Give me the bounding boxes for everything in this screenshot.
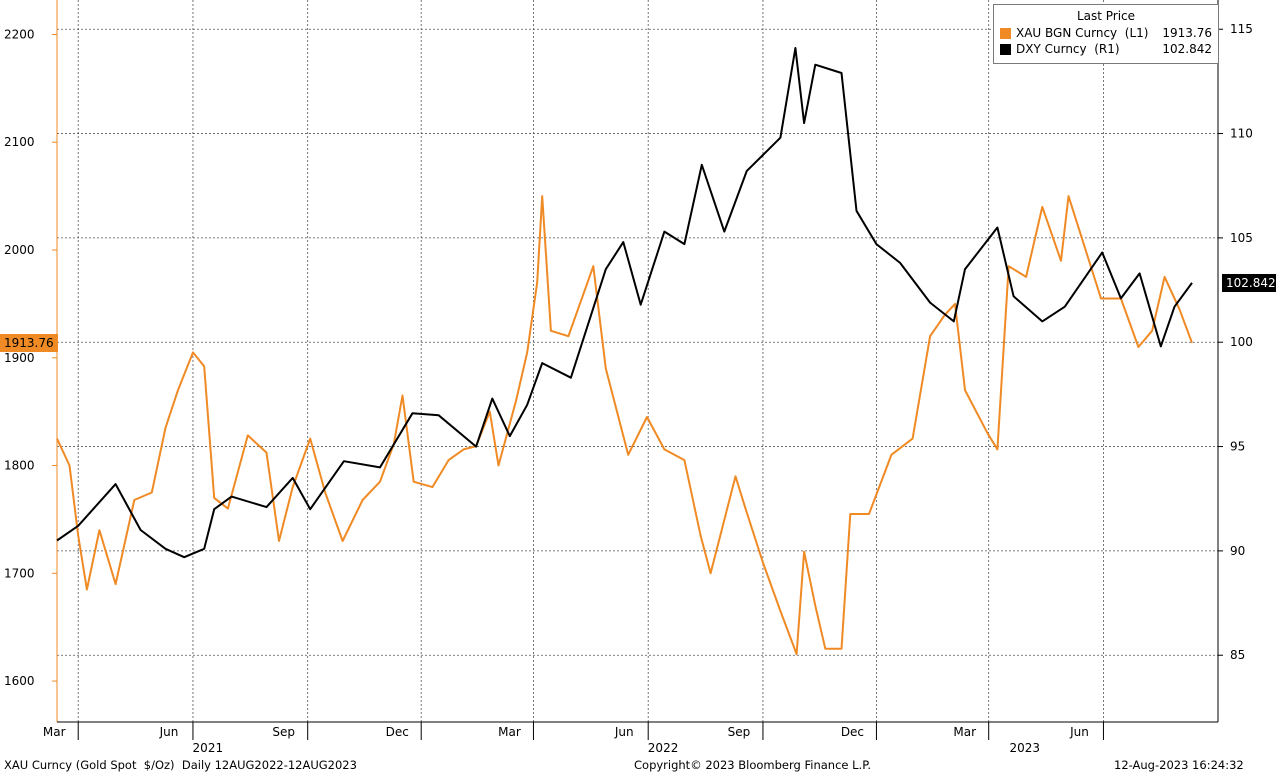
gold-series [56, 195, 1193, 656]
legend-entry-dxy: DXY Curncy (R1) 102.842 [1000, 42, 1212, 58]
legend-name-dxy: DXY Curncy (R1) [1016, 42, 1120, 56]
legend-value-dxy: 102.842 [1162, 42, 1212, 56]
footer-security: XAU Curncy (Gold Spot $/Oz) Daily 12AUG2… [4, 758, 357, 772]
year-label: 2022 [648, 741, 679, 755]
footer-timestamp: 12-Aug-2023 16:24:32 [1114, 758, 1244, 772]
year-label: 2023 [1010, 741, 1041, 755]
left-tick-label: 2200 [4, 27, 35, 41]
right-tick-label: 90 [1230, 544, 1245, 558]
x-tick-label: Jun [1069, 725, 1089, 739]
legend-entry-gold: XAU BGN Curncy (L1) 1913.76 [1000, 26, 1212, 42]
legend-value-gold: 1913.76 [1162, 26, 1212, 40]
right-tick-label: 100 [1230, 335, 1253, 349]
right-tick-label: 115 [1230, 22, 1253, 36]
right-tick-label: 105 [1230, 231, 1253, 245]
year-label: 2021 [193, 741, 224, 755]
right-tick-label: 95 [1230, 440, 1245, 454]
x-tick-label: Sep [272, 725, 295, 739]
x-tick-label: Dec [841, 725, 864, 739]
dxy-series [56, 47, 1193, 559]
series-line [56, 47, 1193, 559]
x-tick-label: Mar [43, 725, 66, 739]
right-tick-label: 110 [1230, 127, 1253, 141]
x-tick-label: Jun [159, 725, 179, 739]
left-tick-label: 1600 [4, 674, 35, 688]
gold-last-price-tag: 1913.76 [0, 333, 58, 352]
footer-copyright: Copyright© 2023 Bloomberg Finance L.P. [634, 758, 871, 772]
x-tick-label: Mar [498, 725, 521, 739]
dxy-last-price-tag: 102.842 [1222, 273, 1276, 292]
right-tick-label: 85 [1230, 648, 1245, 662]
left-tick-label: 1800 [4, 459, 35, 473]
x-tick-label: Mar [953, 725, 976, 739]
left-tick-label: 1900 [4, 351, 35, 365]
x-tick-label: Sep [728, 725, 751, 739]
legend-swatch-gold [1000, 28, 1011, 39]
left-tick-label: 2000 [4, 243, 35, 257]
x-tick-label: Dec [386, 725, 409, 739]
left-axis: 1600 1700 1800 1900 2000 2100 2200 [4, 0, 58, 722]
legend-title: Last Price [1076, 9, 1136, 23]
right-axis: 85 90 95 100 105 110 115 [1217, 0, 1253, 722]
series-line [56, 195, 1193, 656]
legend: Last Price XAU BGN Curncy (L1) 1913.76 D… [993, 4, 1219, 64]
left-tick-label: 2100 [4, 135, 35, 149]
grid-lines [57, 0, 1218, 722]
left-tick-label: 1700 [4, 566, 35, 580]
x-tick-label: Jun [614, 725, 634, 739]
x-axis: Mar Jun Sep Dec Mar Jun Sep Dec Mar Jun 2021 2022 20… [43, 721, 1218, 755]
legend-name-gold: XAU BGN Curncy (L1) [1016, 26, 1149, 40]
legend-swatch-dxy [1000, 44, 1011, 55]
